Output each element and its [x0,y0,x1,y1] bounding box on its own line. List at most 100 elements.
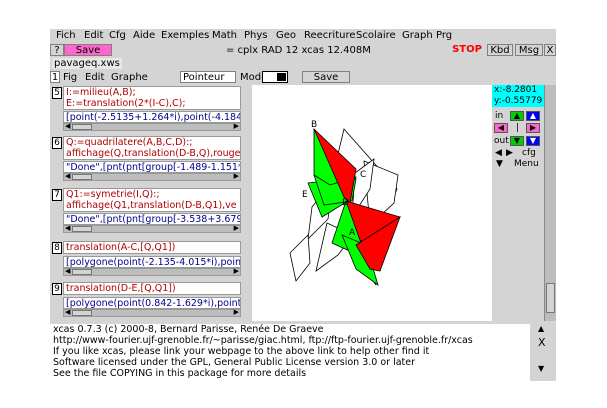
level-number[interactable]: 6 [52,137,62,149]
down-arrow-icon[interactable]: ▼ [510,136,524,146]
level-number[interactable]: 8 [52,242,62,254]
level-6: 6 Q:=quadrilatere(A,B,C,D):; affichage(Q… [50,135,241,183]
save-session-button[interactable]: Save [64,44,112,56]
command-input[interactable]: translation(A-C,[Q,Q1]) [63,241,241,254]
left-arrow-icon[interactable]: ◀ [494,123,508,133]
console-line: See the file COPYING in this package for… [53,368,307,379]
white-quad [351,158,375,218]
menu-reecriture[interactable]: Reecriture [304,30,356,41]
file-tab-bar: pavageq.xws [50,57,556,70]
menu-arrow-icon[interactable]: ▼ [496,159,503,169]
right-arrow-icon[interactable]: ▶ [526,123,540,133]
point-label-b[interactable]: B [311,120,317,130]
up-arrow-blue-icon[interactable]: ▲ [526,111,540,121]
menu-scolaire[interactable]: Scolaire [356,30,396,41]
tiling-figure: B C E D A [289,120,401,287]
menu-graphe[interactable]: Graphe [111,72,148,83]
command-input[interactable]: Q:=quadrilatere(A,B,C,D):; affichage(Q,t… [63,136,241,160]
console-scroll-up-icon[interactable]: ▲ [538,324,545,333]
menu-phys[interactable]: Phys [244,30,268,41]
xcas-window: Fich Edit Cfg Aide Exemples Math Phys Ge… [50,29,556,381]
back-icon[interactable]: ◀ [495,148,502,158]
coordinates-display: x:-8.2801 y:-0.55779 [492,85,544,107]
console-line: If you like xcas, please link your webpa… [53,346,430,357]
graph-side-panel: x:-8.2801 y:-0.55779 in ▲ ▲ ◀ | ▶ out ▼ … [492,85,556,321]
answer-scrollbar[interactable]: ◀ ▶ [63,308,241,317]
answer-output[interactable]: [polygone(point(0.842-1.629*i),point(0. [63,297,241,309]
console-side: ▲ X ▼ [530,324,556,381]
answer-output[interactable]: "Done",[pnt(pnt[group[-1.489-1.151*i [63,161,241,173]
answer-output[interactable]: "Done",[pnt(pnt[group[-3.538+3.679* [63,213,241,225]
zoom-in-label: in [495,111,504,121]
zoom-out-label: out [494,136,509,146]
level-number[interactable]: 5 [52,87,62,99]
x-coordinate: x:-8.2801 [494,85,538,95]
graph-canvas[interactable]: B C E D A [252,85,492,321]
msg-button[interactable]: Msg [515,44,543,56]
stop-button[interactable]: STOP [448,44,486,56]
command-input[interactable]: translation(D-E,[Q,Q1]) [63,282,241,295]
menu-aide[interactable]: Aide [133,30,156,41]
point-label-c[interactable]: C [360,170,366,180]
menu-fig[interactable]: Fig [63,72,78,83]
status-text: = cplx RAD 12 xcas 12.408M [226,45,371,56]
level-7: 7 Q1:=symetrie(I,Q):; affichage(Q1,trans… [50,187,241,235]
console-line: http://www-fourier.ujf-grenoble.fr/~pari… [53,335,473,346]
menu-fich[interactable]: Fich [56,30,76,41]
answer-output[interactable]: [point(-2.5135+1.264*i),point(-4.184+ [63,111,241,123]
menu-graph[interactable]: Graph [402,30,433,41]
geo-toolbar: 1 Fig Edit Graphe Pointeur Mode Save [50,70,556,84]
point-label-e[interactable]: E [302,190,308,200]
kbd-button[interactable]: Kbd [487,44,513,56]
menu-exemples[interactable]: Exemples [161,30,210,41]
up-arrow-icon[interactable]: ▲ [510,111,524,121]
menu-edit[interactable]: Edit [84,30,104,41]
level-9: 9 translation(D-E,[Q,Q1]) [polygone(poin… [50,281,241,317]
save-figure-button[interactable]: Save [302,71,350,83]
level-number[interactable]: 7 [52,189,62,201]
answer-scrollbar[interactable]: ◀ ▶ [63,172,241,181]
mode-select[interactable]: Pointeur [180,71,236,83]
history-panel: 5 I:=milieu(A,B); E:=translation(2*(I-C)… [50,85,242,321]
menu-geo-edit[interactable]: Edit [85,72,105,83]
point-label-d[interactable]: D [342,198,349,208]
console-line: Software licensed under the GPL, General… [53,357,416,368]
point-label-a[interactable]: A [349,228,356,238]
cfg-button[interactable]: cfg [522,148,536,158]
status-bar: ? Save = cplx RAD 12 xcas 12.408M STOP K… [50,43,556,57]
menu-bar: Fich Edit Cfg Aide Exemples Math Phys Ge… [50,29,556,43]
answer-scrollbar[interactable]: ◀ ▶ [63,224,241,233]
command-input[interactable]: Q1:=symetrie(I,Q):; affichage(Q1,transla… [63,188,241,212]
level-number[interactable]: 9 [52,283,62,295]
file-tab[interactable]: pavageq.xws [52,58,122,69]
white-quad [289,234,311,282]
close-session-button[interactable]: X [544,44,556,56]
red-quad [355,216,401,272]
y-coordinate: y:-0.55779 [494,96,543,106]
level-8: 8 translation(A-C,[Q,Q1]) [polygone(poin… [50,240,241,276]
answer-scrollbar[interactable]: ◀ ▶ [63,122,241,131]
level-number: 1 [50,71,60,83]
help-button[interactable]: ? [50,44,64,56]
green-quad [341,234,379,287]
vertical-scrollbar[interactable] [544,85,556,321]
scrollbar-thumb[interactable] [546,283,555,313]
down-arrow-blue-icon[interactable]: ▼ [526,136,540,146]
color-swatch[interactable] [262,71,288,83]
menu-button[interactable]: Menu [514,159,539,169]
menu-geo[interactable]: Geo [276,30,297,41]
menu-cfg[interactable]: Cfg [109,30,126,41]
menu-math[interactable]: Math [212,30,238,41]
menu-prg[interactable]: Prg [436,30,453,41]
level-5: 5 I:=milieu(A,B); E:=translation(2*(I-C)… [50,85,241,133]
command-input[interactable]: I:=milieu(A,B); E:=translation(2*(I-C),C… [63,86,241,110]
message-console: xcas 0.7.3 (c) 2000-8, Bernard Parisse, … [50,324,530,381]
answer-output[interactable]: [polygone(point(-2.135-4.015*i),point [63,256,241,268]
color-swatch-fill [277,73,286,81]
console-scroll-down-icon[interactable]: ▼ [538,364,545,373]
answer-scrollbar[interactable]: ◀ ▶ [63,267,241,276]
console-close-button[interactable]: X [538,336,546,349]
mode-label: Mode [240,72,268,83]
console-line: xcas 0.7.3 (c) 2000-8, Bernard Parisse, … [53,324,324,335]
forward-icon[interactable]: ▶ [506,148,513,158]
